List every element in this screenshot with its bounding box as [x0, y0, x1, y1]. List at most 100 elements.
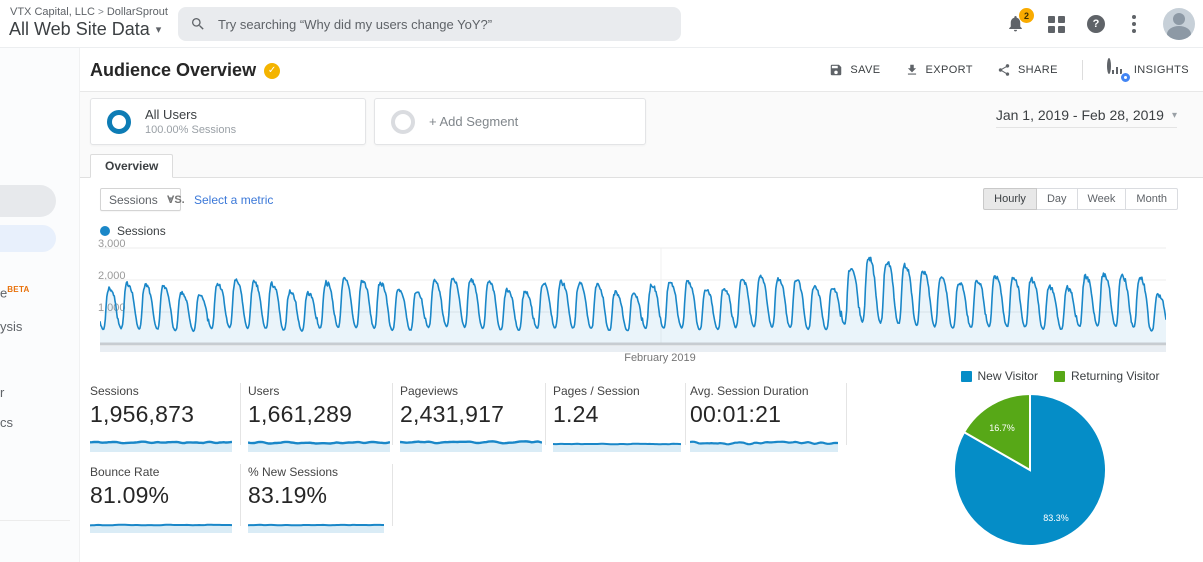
- avatar[interactable]: [1163, 8, 1195, 40]
- chart-legend: Sessions: [100, 224, 166, 238]
- granularity-day-button[interactable]: Day: [1035, 188, 1078, 210]
- pie-svg: [953, 392, 1107, 547]
- metric-label: Pages / Session: [553, 384, 640, 398]
- insights-badge: [1119, 72, 1131, 83]
- sidebar-item-analysis-fragment[interactable]: ysis: [0, 319, 23, 334]
- y-axis-tick-1000: 1,000: [98, 302, 126, 314]
- returning-visitor-slice[interactable]: [962, 392, 1031, 472]
- search-bar[interactable]: [178, 7, 681, 41]
- sidebar-divider: [0, 520, 70, 521]
- metric-value: 1,956,873: [90, 401, 195, 427]
- metric-value: 00:01:21: [690, 401, 782, 427]
- view-selector[interactable]: All Web Site Data: [9, 19, 161, 40]
- granularity-hourly-button[interactable]: Hourly: [983, 188, 1037, 210]
- metric-label: % New Sessions: [248, 465, 339, 479]
- legend-returning-visitor[interactable]: Returning Visitor: [1053, 369, 1159, 383]
- header-actions-divider: [1081, 60, 1083, 80]
- returning-visitor-swatch-icon: [1053, 370, 1065, 382]
- y-axis-tick-2000: 2,000: [98, 270, 126, 282]
- metric-divider: [846, 383, 847, 445]
- export-icon: [907, 64, 916, 75]
- help-icon[interactable]: [1087, 15, 1105, 33]
- metric-divider: [392, 383, 393, 445]
- breadcrumb-separator: >: [97, 7, 104, 18]
- metric-value: 83.19%: [248, 482, 328, 508]
- pages-per-session-sparkline: [552, 442, 682, 452]
- select-a-metric-link[interactable]: Select a metric: [194, 193, 274, 207]
- insights-button[interactable]: INSIGHTS: [1106, 58, 1189, 83]
- metric-value: 2,431,917: [400, 401, 505, 427]
- report-header: Audience Overview SAVE EXPORT SHARE INSI…: [80, 48, 1203, 92]
- breadcrumb-property[interactable]: DollarSprout: [106, 6, 168, 18]
- metric-card-users[interactable]: Users 1,661,289: [247, 384, 391, 457]
- search-input[interactable]: [218, 16, 638, 32]
- granularity-week-button[interactable]: Week: [1076, 188, 1127, 210]
- metric-label: Pageviews: [400, 384, 459, 398]
- insights-icon: [1106, 58, 1131, 83]
- sidebar-section-highlight[interactable]: [0, 185, 56, 217]
- new-sessions-sparkline: [247, 523, 384, 533]
- new-visitor-swatch-icon: [960, 370, 972, 382]
- metric-label: Bounce Rate: [90, 465, 160, 479]
- metric-divider: [240, 464, 241, 526]
- pie-label-new: 83.3%: [1043, 513, 1069, 523]
- vs-label: VS.: [167, 194, 185, 206]
- segment-subtitle: 100.00% Sessions: [145, 124, 237, 136]
- metric-divider: [240, 383, 241, 445]
- metric-value: 81.09%: [90, 482, 170, 508]
- metric-divider: [685, 383, 686, 445]
- verified-shield-icon: [264, 62, 281, 79]
- save-icon: [831, 64, 842, 76]
- metric-value: 1,661,289: [248, 401, 353, 427]
- metric-card-avg-session-duration[interactable]: Avg. Session Duration 00:01:21: [689, 384, 839, 457]
- add-segment-button[interactable]: + Add Segment: [374, 98, 646, 145]
- sessions-legend-dot-icon: [100, 226, 110, 236]
- date-range-picker[interactable]: Jan 1, 2019 - Feb 28, 2019: [995, 107, 1177, 128]
- breadcrumb[interactable]: VTX Capital, LLC > DollarSprout: [10, 6, 168, 18]
- y-axis-tick-3000: 3,000: [98, 238, 126, 250]
- notifications-count-badge: 2: [1019, 8, 1034, 23]
- metric-card-pageviews[interactable]: Pageviews 2,431,917: [399, 384, 543, 457]
- sidebar-item-demographics-fragment[interactable]: cs: [0, 415, 13, 430]
- share-icon: [998, 64, 1010, 76]
- segment-all-users[interactable]: All Users 100.00% Sessions: [90, 98, 366, 145]
- users-sparkline: [247, 440, 391, 452]
- metric-card-pages-per-session[interactable]: Pages / Session 1.24: [552, 384, 682, 457]
- sidebar-selected-item-highlight[interactable]: [0, 225, 56, 252]
- metric-card-new-sessions[interactable]: % New Sessions 83.19%: [247, 465, 384, 538]
- top-bar: VTX Capital, LLC > DollarSprout All Web Si…: [0, 0, 1203, 48]
- sessions-chart-svg: [99, 247, 1167, 346]
- sidebar-item-explorer-fragment[interactable]: r: [0, 385, 5, 400]
- metric-selector-dropdown[interactable]: Sessions: [100, 188, 182, 211]
- segment-title: All Users: [145, 107, 198, 122]
- bounce-rate-sparkline: [89, 523, 233, 533]
- add-segment-ring-icon: [391, 109, 415, 134]
- sidebar-item-lifetime-value-fragment[interactable]: eBETA: [0, 285, 30, 301]
- metric-card-bounce-rate[interactable]: Bounce Rate 81.09%: [89, 465, 233, 538]
- granularity-toggle: Hourly Day Week Month: [983, 188, 1178, 210]
- sessions-legend-label: Sessions: [117, 224, 166, 238]
- sessions-timeseries-chart[interactable]: [99, 240, 1167, 346]
- legend-new-visitor[interactable]: New Visitor: [960, 369, 1038, 383]
- search-icon: [192, 18, 204, 30]
- tab-overview[interactable]: Overview: [90, 154, 174, 178]
- x-axis-month-label: February 2019: [624, 352, 696, 364]
- overflow-menu-icon[interactable]: [1127, 15, 1141, 33]
- save-button[interactable]: SAVE: [829, 63, 880, 77]
- metric-label: Sessions: [90, 384, 139, 398]
- chart-axis-strip[interactable]: [100, 346, 1166, 352]
- breadcrumb-account[interactable]: VTX Capital, LLC: [10, 6, 95, 18]
- share-button[interactable]: SHARE: [997, 63, 1058, 77]
- export-button[interactable]: EXPORT: [905, 63, 973, 77]
- notifications-bell-icon[interactable]: 2: [1006, 8, 1034, 34]
- apps-grid-icon[interactable]: [1048, 15, 1065, 33]
- segment-ring-icon: [107, 109, 131, 134]
- visitor-type-pie-chart[interactable]: 16.7% 83.3%: [952, 392, 1108, 548]
- pie-label-returning: 16.7%: [989, 423, 1015, 433]
- metric-divider: [545, 383, 546, 445]
- left-nav-sidebar: eBETA ysis r cs: [0, 48, 80, 562]
- metric-card-sessions[interactable]: Sessions 1,956,873: [89, 384, 233, 457]
- page-title: Audience Overview: [90, 60, 257, 80]
- granularity-month-button[interactable]: Month: [1125, 188, 1178, 210]
- view-title-label: All Web Site Data: [9, 19, 150, 39]
